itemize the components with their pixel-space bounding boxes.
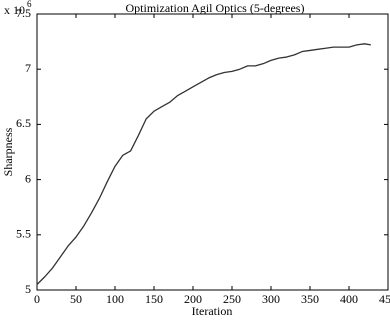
y-multiplier-power: 6: [27, 0, 32, 9]
y-axis-label: Sharpness: [1, 127, 15, 176]
y-tick-label: 5.5: [16, 227, 31, 241]
data-line: [36, 43, 371, 285]
y-tick-label: 5: [25, 282, 31, 296]
chart-title: Optimization Agil Optics (5-degrees): [126, 1, 305, 15]
y-tick-label: 6: [25, 171, 31, 185]
y-multiplier: x 10: [4, 3, 25, 17]
x-tick-label: 150: [145, 292, 163, 306]
x-tick-label: 250: [223, 292, 241, 306]
x-tick-label: 100: [106, 292, 124, 306]
x-tick-label: 400: [340, 292, 358, 306]
y-tick-label: 7.5: [16, 6, 31, 20]
plot-frame: [36, 13, 389, 291]
x-tick-label: 50: [70, 292, 82, 306]
x-tick-label: 200: [184, 292, 202, 306]
x-tick-label: 450: [379, 292, 390, 306]
x-tick-label: 0: [34, 292, 40, 306]
y-tick-label: 6.5: [16, 116, 31, 130]
x-tick-label: 350: [301, 292, 319, 306]
x-axis-label: Iteration: [192, 304, 233, 318]
y-tick-label: 7: [25, 61, 31, 75]
x-tick-label: 300: [262, 292, 280, 306]
